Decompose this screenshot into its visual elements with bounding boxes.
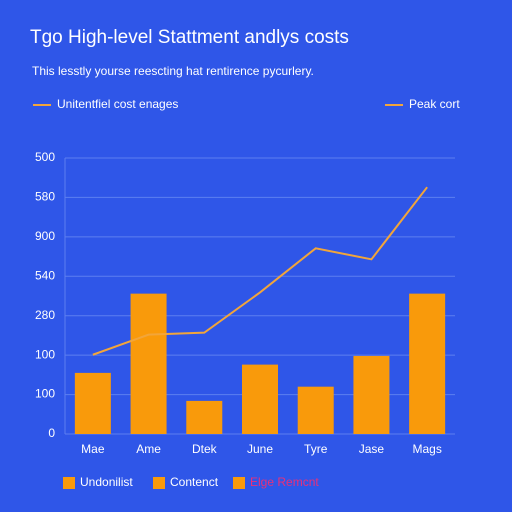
x-tick-label: Tyre — [304, 442, 328, 456]
y-tick-label: 280 — [35, 308, 55, 322]
legend-swatch — [63, 477, 75, 489]
bar — [130, 293, 167, 434]
bar — [74, 372, 111, 434]
x-tick-label: Dtek — [192, 442, 218, 456]
legend-label: Elge Remcnt — [250, 475, 319, 489]
x-tick-label: June — [247, 442, 273, 456]
legend-swatch — [153, 477, 165, 489]
x-tick-label: Mae — [81, 442, 105, 456]
legend-label: Undonilist — [80, 475, 133, 489]
x-tick-label: Jase — [359, 442, 385, 456]
x-tick-label: Mags — [412, 442, 441, 456]
y-tick-label: 0 — [48, 426, 55, 440]
bar — [353, 355, 390, 434]
legend-label: Unitentfiel cost enages — [57, 97, 178, 111]
legend-label: Peak cort — [409, 97, 460, 111]
y-tick-label: 500 — [35, 150, 55, 164]
chart-subtitle: This lesstly yourse reescting hat rentir… — [32, 64, 314, 78]
bar — [186, 400, 223, 434]
chart-title: Tgo High-level Stattment andlys costs — [30, 27, 349, 48]
line — [92, 186, 428, 356]
legend-label: Contenct — [170, 475, 219, 489]
legend-swatch — [233, 477, 245, 489]
y-tick-label: 900 — [35, 229, 55, 243]
x-tick-label: Ame — [136, 442, 161, 456]
bar — [242, 364, 278, 434]
y-tick-label: 540 — [35, 268, 55, 282]
bar — [409, 293, 446, 434]
y-tick-label: 580 — [35, 190, 55, 204]
y-tick-label: 100 — [35, 347, 55, 361]
bar — [297, 386, 334, 434]
y-tick-label: 100 — [35, 387, 55, 401]
